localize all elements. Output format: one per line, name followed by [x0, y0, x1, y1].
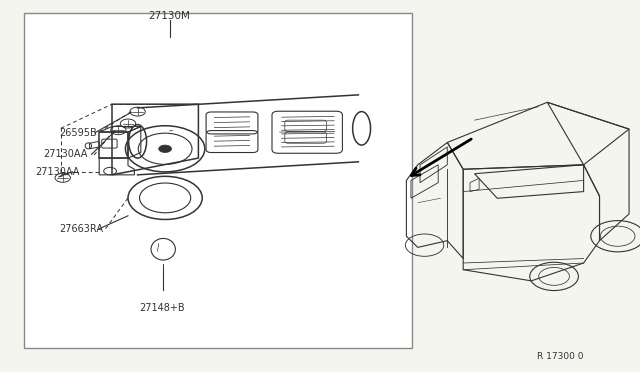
Text: 27130AA: 27130AA — [44, 150, 88, 159]
Text: 27663RA: 27663RA — [59, 224, 103, 234]
Text: 26595B: 26595B — [60, 128, 97, 138]
Text: R 17300 0: R 17300 0 — [537, 352, 583, 361]
Text: 27148+B: 27148+B — [139, 303, 185, 313]
Bar — [24, 13, 412, 348]
Text: 27130M: 27130M — [148, 11, 191, 21]
Text: 27130AA: 27130AA — [35, 167, 79, 177]
Circle shape — [159, 145, 172, 153]
